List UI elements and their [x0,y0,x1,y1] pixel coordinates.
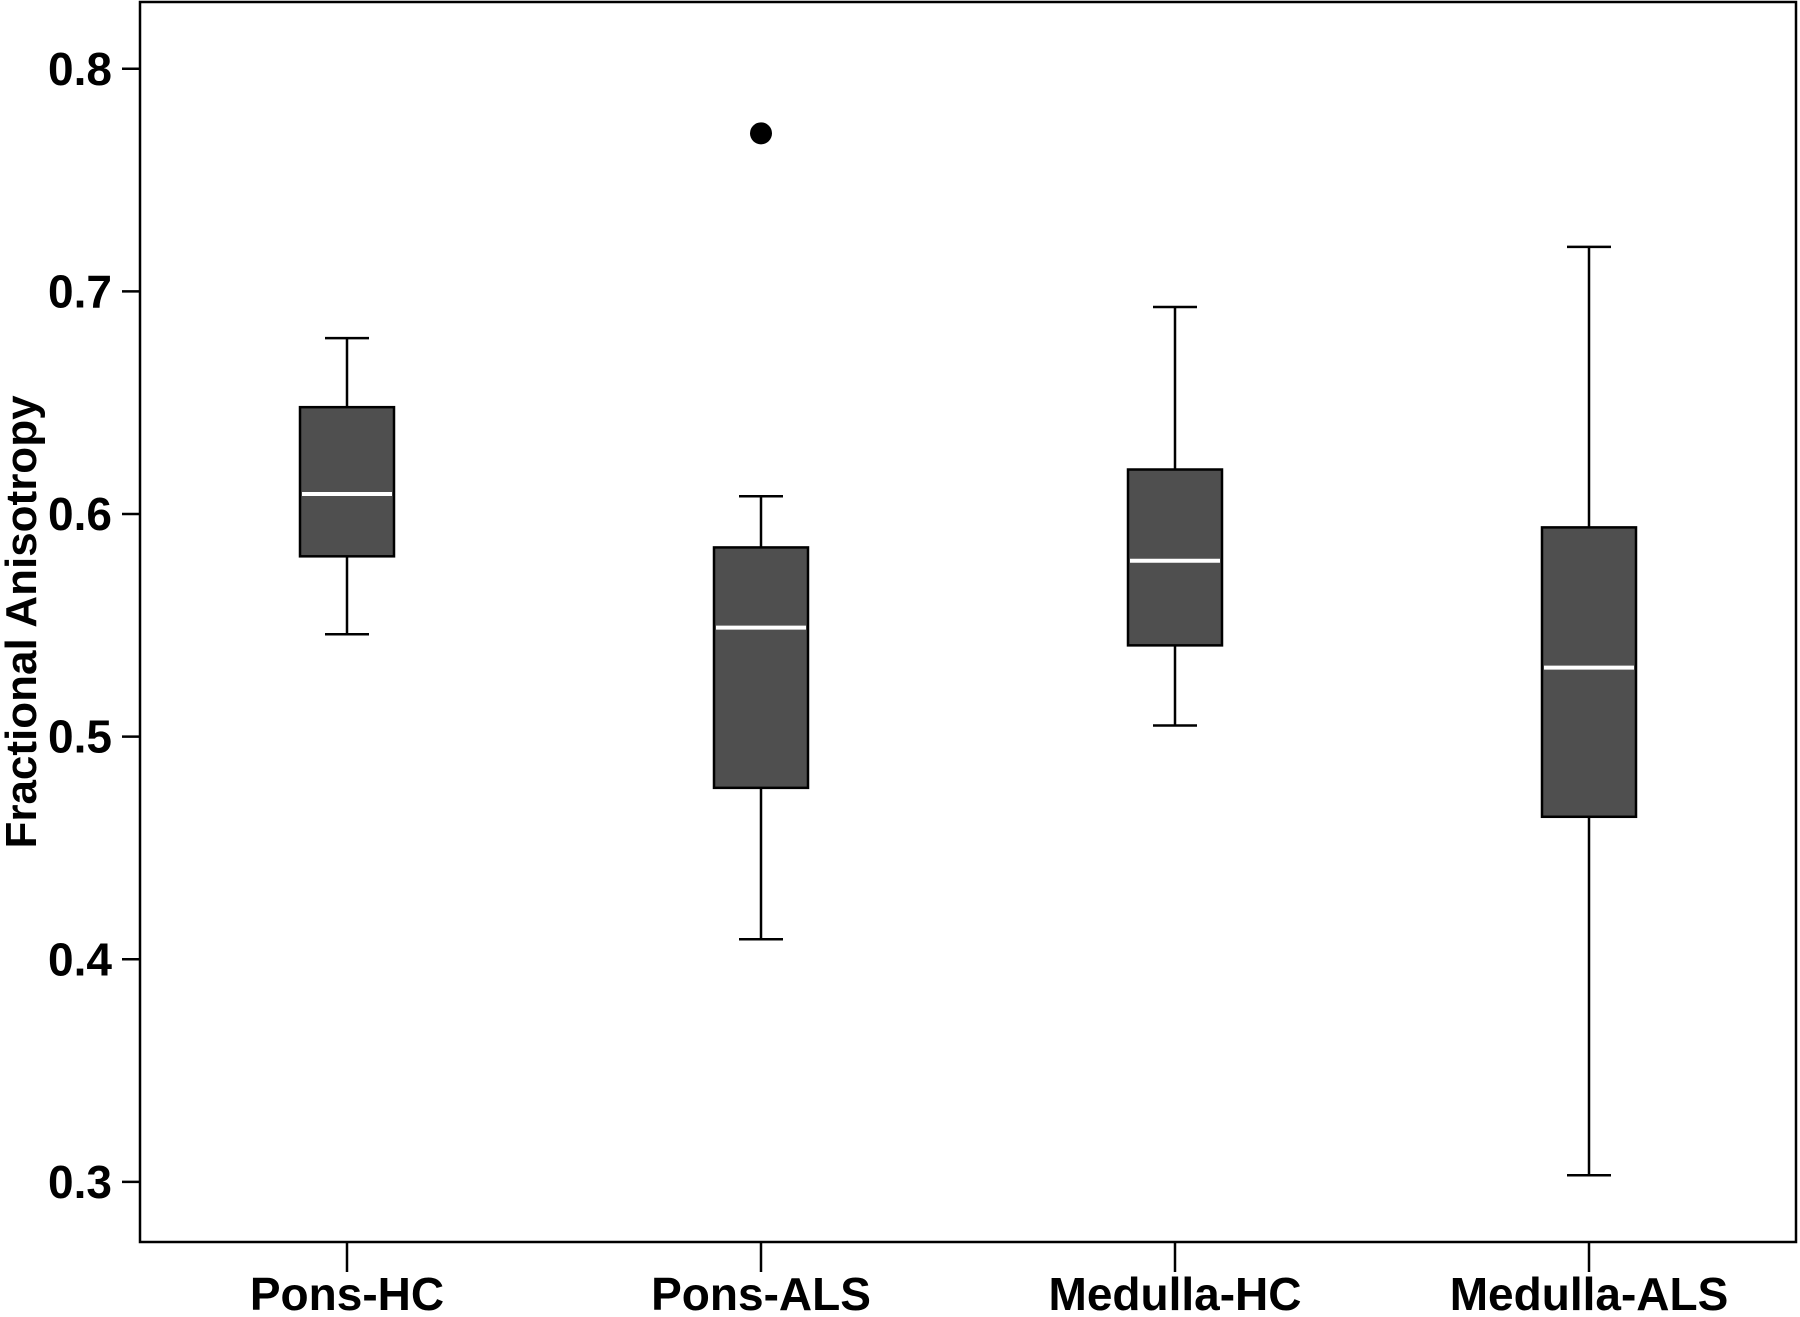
outlier-point [750,122,772,145]
y-tick-label: 0.8 [48,43,112,95]
iqr-box [712,546,810,790]
x-tick-label: Medulla-ALS [1450,1268,1729,1317]
box-2 [712,122,810,941]
x-tick-label: Pons-ALS [651,1268,871,1317]
y-axis: 0.3 0.4 0.5 0.6 0.7 0.8 [48,43,140,1208]
x-axis: Pons-HC Pons-ALS Medulla-HC Medulla-ALS [250,1242,1728,1317]
box-group [298,122,1638,1177]
y-tick-label: 0.4 [48,933,112,985]
y-tick-label: 0.3 [48,1156,112,1208]
x-tick-label: Pons-HC [250,1268,444,1317]
iqr-box [298,405,396,558]
box-3 [1126,305,1224,727]
y-axis-title: Fractional Anisotropy [0,395,46,849]
iqr-box [1540,526,1638,819]
y-tick-label: 0.6 [48,488,112,540]
x-tick-label: Medulla-HC [1049,1268,1302,1317]
y-tick-label: 0.7 [48,265,112,317]
box-4 [1540,245,1638,1177]
iqr-box [1126,468,1224,647]
plot-frame [138,0,1798,1244]
y-tick-label: 0.5 [48,711,112,763]
box-1 [298,336,396,636]
